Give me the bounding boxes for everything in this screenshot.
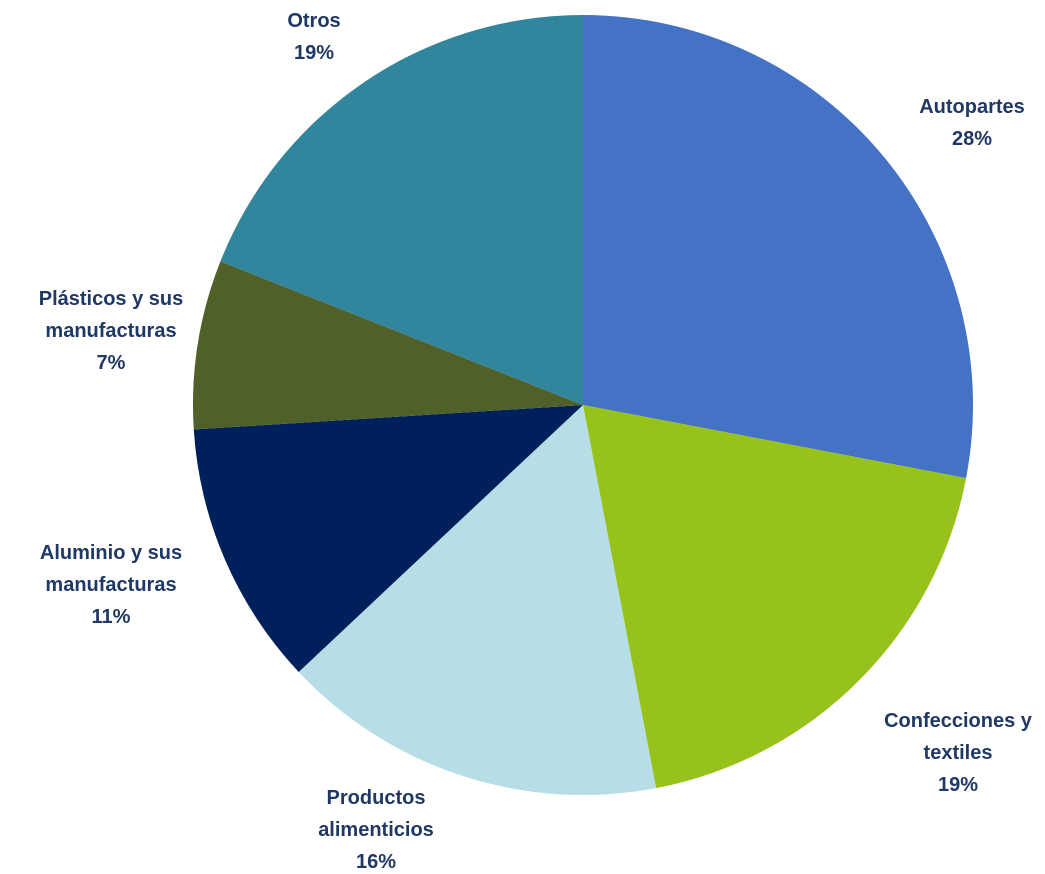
slice-label: Otros 19% [287, 10, 340, 64]
slice-percent-label: 28% [952, 128, 992, 150]
slice-label: Plásticos y sus manufacturas 7% [39, 288, 184, 374]
pie-labels: Autopartes 28% Confecciones y textiles 19% Pr… [39, 10, 1033, 873]
slice-name-label: Confecciones y [884, 710, 1033, 732]
slice-name-label: Otros [287, 10, 340, 32]
pie-slice [298, 405, 657, 795]
slice-label: Aluminio y sus manufacturas 11% [40, 542, 182, 628]
slice-percent-label: 19% [938, 774, 978, 796]
slice-name-label: Plásticos y sus [39, 288, 184, 310]
slice-percent-label: 7% [97, 352, 126, 374]
pie-slice [583, 405, 967, 789]
slice-name-label: Productos [327, 787, 426, 809]
slice-percent-label: 11% [92, 606, 131, 628]
slice-name-label: Aluminio y sus [40, 542, 182, 564]
slice-percent-label: 16% [356, 851, 396, 873]
pie-slice [193, 261, 583, 430]
pie-slices [193, 15, 973, 795]
slice-label: Productos alimenticios 16% [318, 787, 434, 873]
pie-slice [220, 15, 583, 405]
slice-name-label: textiles [924, 742, 993, 764]
slice-label: Autopartes 28% [919, 96, 1025, 150]
slice-name-label: manufacturas [45, 320, 176, 342]
slice-label: Confecciones y textiles 19% [884, 710, 1033, 796]
slice-percent-label: 19% [294, 42, 334, 64]
pie-slice [193, 405, 583, 672]
slice-name-label: Autopartes [919, 96, 1025, 118]
slice-name-label: alimenticios [318, 819, 434, 841]
slice-name-label: manufacturas [45, 574, 176, 596]
pie-slice [583, 15, 973, 479]
